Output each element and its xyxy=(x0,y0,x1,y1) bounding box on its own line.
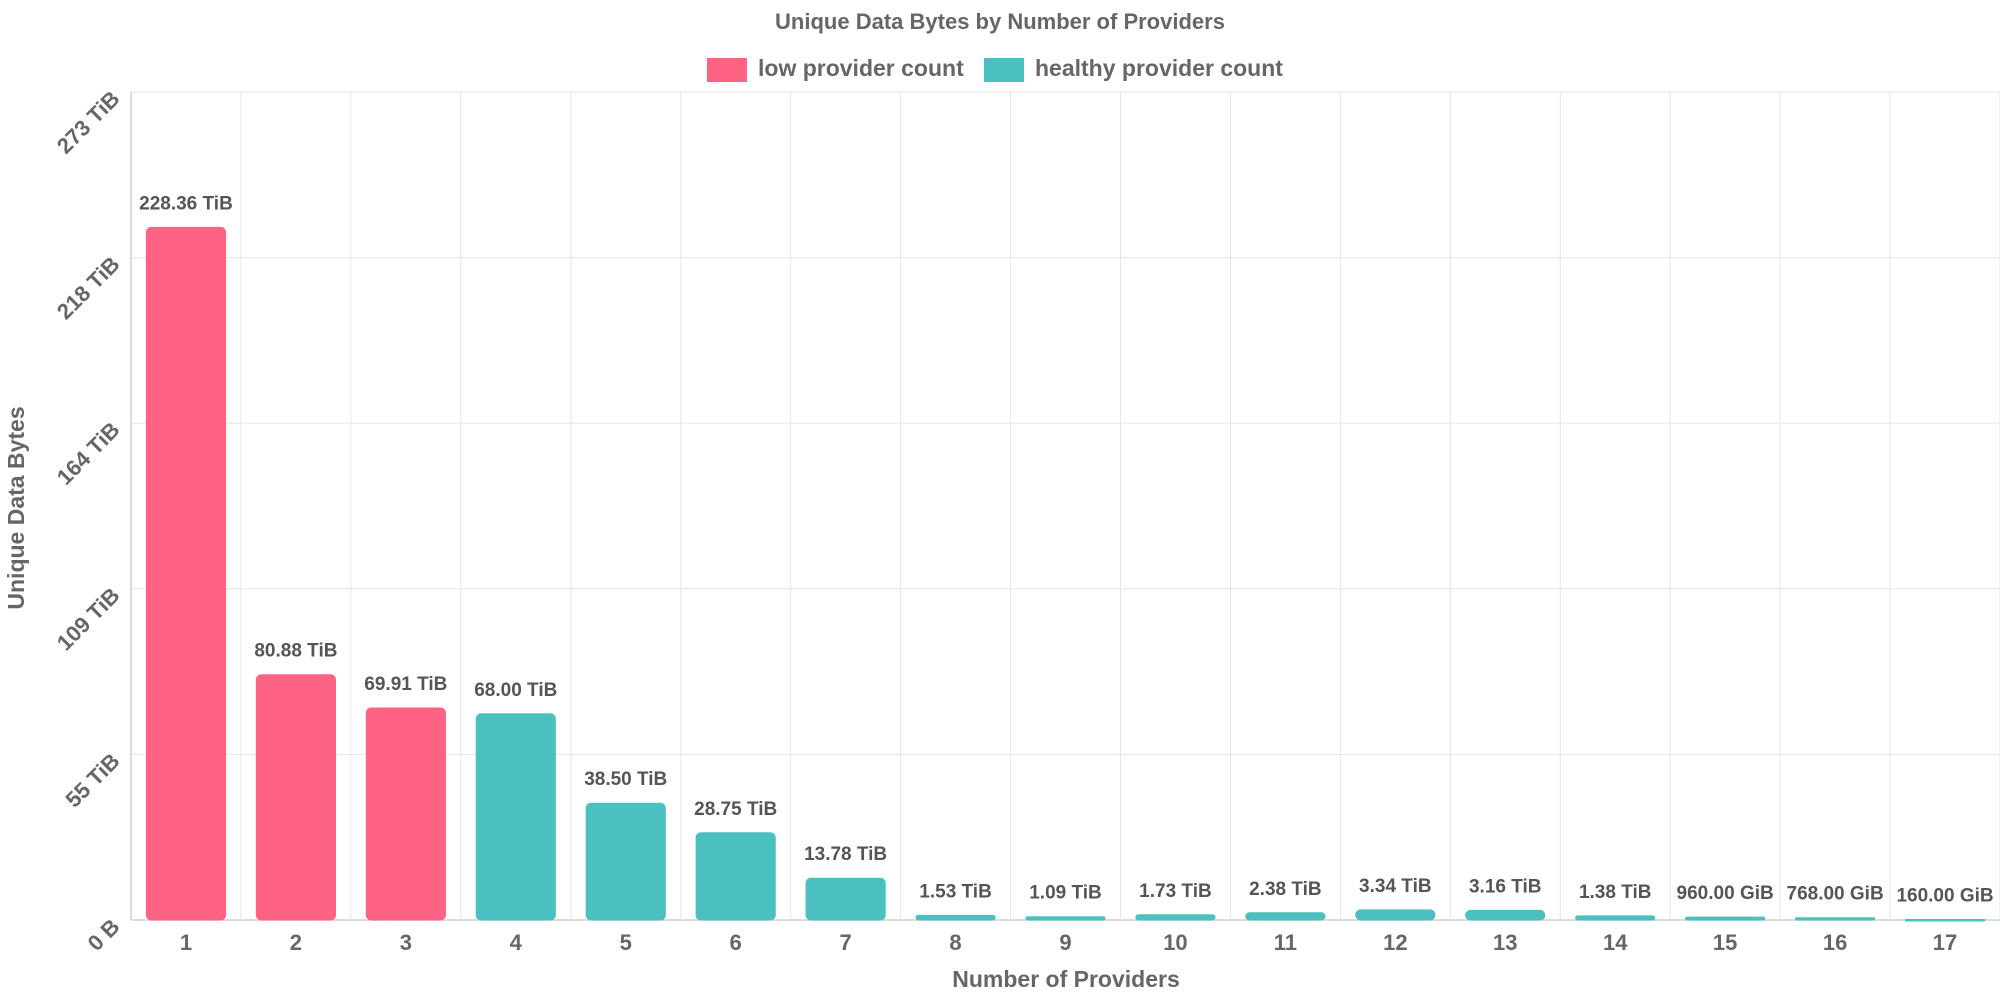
data-label-1: 228.36 TiB xyxy=(139,193,233,214)
x-tick-label-15: 15 xyxy=(1713,930,1737,955)
bar-6[interactable] xyxy=(695,832,776,921)
x-tick-label-13: 13 xyxy=(1493,930,1517,955)
grid-lines xyxy=(130,91,2000,921)
y-tick-label: 55 TiB xyxy=(60,748,124,812)
y-axis-title: Unique Data Bytes xyxy=(3,406,29,609)
bar-11[interactable] xyxy=(1245,912,1326,921)
bar-1[interactable] xyxy=(145,226,227,921)
legend-item-healthy[interactable]: healthy provider count xyxy=(984,55,1283,82)
bar-5[interactable] xyxy=(585,802,666,921)
bar-4[interactable] xyxy=(475,713,556,921)
x-tick-label-1: 1 xyxy=(180,930,192,955)
x-tick-label-9: 9 xyxy=(1059,930,1071,955)
bar-9[interactable] xyxy=(1025,916,1106,921)
x-tick-label-11: 11 xyxy=(1274,930,1297,955)
y-tick-label: 273 TiB xyxy=(52,86,125,159)
bar-15[interactable] xyxy=(1685,916,1766,921)
y-tick-label: 109 TiB xyxy=(52,583,125,656)
y-tick-label: 218 TiB xyxy=(52,251,125,324)
data-label-7: 13.78 TiB xyxy=(804,844,887,865)
legend-label-low: low provider count xyxy=(758,55,964,81)
x-axis-title: Number of Providers xyxy=(952,966,1180,992)
data-label-4: 68.00 TiB xyxy=(474,680,557,701)
bar-12[interactable] xyxy=(1355,909,1436,921)
data-label-13: 3.16 TiB xyxy=(1469,876,1542,897)
data-labels: 228.36 TiB 80.88 TiB 69.91 TiB 68.00 TiB 38.… xyxy=(139,193,1993,906)
chart-title: Unique Data Bytes by Number of Providers xyxy=(775,9,1225,34)
x-tick-label-14: 14 xyxy=(1603,930,1628,955)
x-tick-label-7: 7 xyxy=(839,930,851,955)
data-label-10: 1.73 TiB xyxy=(1139,881,1212,902)
x-tick-label-12: 12 xyxy=(1383,930,1407,955)
x-tick-label-10: 10 xyxy=(1163,930,1187,955)
bar-14[interactable] xyxy=(1575,915,1656,921)
y-tick-label: 164 TiB xyxy=(52,417,125,490)
x-tick-label-16: 16 xyxy=(1823,930,1847,955)
data-label-16: 768.00 GiB xyxy=(1787,884,1884,905)
x-tick-label-5: 5 xyxy=(620,930,632,955)
x-tick-label-17: 17 xyxy=(1933,930,1957,955)
legend: low provider count healthy provider coun… xyxy=(707,55,1283,82)
bar-17[interactable] xyxy=(1904,919,1986,922)
x-tick-label-8: 8 xyxy=(949,930,961,955)
bar-13[interactable] xyxy=(1465,909,1546,921)
legend-swatch-low xyxy=(707,58,747,82)
data-label-15: 960.00 GiB xyxy=(1677,883,1774,904)
data-label-9: 1.09 TiB xyxy=(1029,883,1102,904)
bar-7[interactable] xyxy=(805,877,886,921)
data-label-12: 3.34 TiB xyxy=(1359,876,1432,897)
bar-10[interactable] xyxy=(1135,914,1216,921)
legend-item-low[interactable]: low provider count xyxy=(707,55,964,82)
bar-2[interactable] xyxy=(255,674,336,921)
data-label-17: 160.00 GiB xyxy=(1896,886,1993,907)
legend-swatch-healthy xyxy=(984,58,1024,82)
bar-3[interactable] xyxy=(365,707,446,921)
x-tick-label-4: 4 xyxy=(510,930,523,955)
legend-label-healthy: healthy provider count xyxy=(1035,55,1283,81)
bars xyxy=(145,226,1986,922)
x-tick-label-2: 2 xyxy=(290,930,302,955)
data-label-14: 1.38 TiB xyxy=(1579,882,1652,903)
x-tick-label-3: 3 xyxy=(400,930,412,955)
data-label-5: 38.50 TiB xyxy=(584,769,667,790)
bar-8[interactable] xyxy=(915,914,996,921)
data-label-3: 69.91 TiB xyxy=(364,674,447,695)
y-tick-label: 0 B xyxy=(83,914,125,956)
bar-16[interactable] xyxy=(1795,917,1876,921)
data-label-11: 2.38 TiB xyxy=(1249,879,1322,900)
x-tick-label-6: 6 xyxy=(730,930,742,955)
data-label-2: 80.88 TiB xyxy=(254,641,337,662)
data-label-6: 28.75 TiB xyxy=(694,799,777,820)
data-label-8: 1.53 TiB xyxy=(919,881,992,902)
